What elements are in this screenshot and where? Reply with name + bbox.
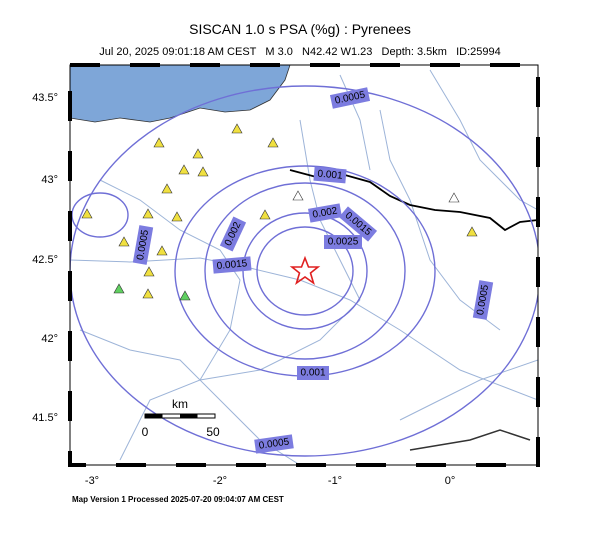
lat-label: 43°: [41, 174, 58, 186]
station: [448, 192, 460, 203]
subtitle: Jul 20, 2025 09:01:18 AM CEST M 3.0 N42.…: [99, 46, 501, 58]
station: [153, 137, 165, 148]
station: [161, 183, 173, 194]
station: [231, 123, 243, 134]
stations: [81, 123, 478, 301]
lat-label: 42.5°: [32, 254, 58, 266]
lat-label: 43.5°: [32, 92, 58, 104]
station: [142, 208, 154, 219]
station: [118, 236, 130, 247]
map-area: 0.0005 0.0005 0.0005 0.0005 0.001 0.001 …: [70, 65, 538, 465]
scale-unit: km: [172, 397, 188, 411]
lon-label: -1°: [328, 475, 342, 487]
station: [267, 137, 279, 148]
lon-label: -3°: [85, 475, 99, 487]
station: [171, 211, 183, 222]
scale-end: 50: [206, 425, 220, 439]
lon-label: -2°: [213, 475, 227, 487]
station: [197, 166, 209, 177]
station: [156, 245, 168, 256]
sea: [70, 65, 291, 123]
lon-labels: -3° -2° -1° 0°: [85, 475, 455, 487]
lat-label: 42°: [41, 333, 58, 345]
lon-label: 0°: [445, 475, 456, 487]
contour-label: 0.001: [300, 368, 325, 379]
contour-label: 0.0005: [258, 437, 290, 452]
station: [113, 283, 125, 294]
contour-label: 0.001: [317, 169, 343, 182]
frame-ticks: [68, 63, 540, 467]
lat-labels: 43.5° 43° 42.5° 42° 41.5°: [32, 92, 58, 424]
station: [142, 288, 154, 299]
coast: [409, 429, 531, 451]
contour-label: 0.0005: [135, 229, 151, 261]
contour-label: 0.002: [312, 205, 339, 220]
lat-label: 41.5°: [32, 412, 58, 424]
station: [259, 209, 271, 220]
epicenter: [289, 255, 321, 285]
station: [143, 266, 155, 277]
contour-label: 0.0015: [216, 258, 248, 272]
station: [178, 164, 190, 175]
station: [179, 290, 191, 301]
footer: Map Version 1 Processed 2025-07-20 09:04…: [72, 495, 284, 504]
station: [292, 190, 304, 201]
scale-bar: km 0 50: [142, 397, 220, 439]
station: [192, 148, 204, 159]
title: SISCAN 1.0 s PSA (%g) : Pyrenees: [189, 21, 411, 37]
contour-label: 0.0025: [328, 237, 359, 248]
contour-labels: 0.0005 0.0005 0.0005 0.0005 0.001 0.001 …: [132, 87, 494, 454]
station: [466, 226, 478, 237]
contour-label: 0.0005: [475, 284, 491, 316]
station: [81, 208, 93, 219]
scale-start: 0: [142, 425, 149, 439]
